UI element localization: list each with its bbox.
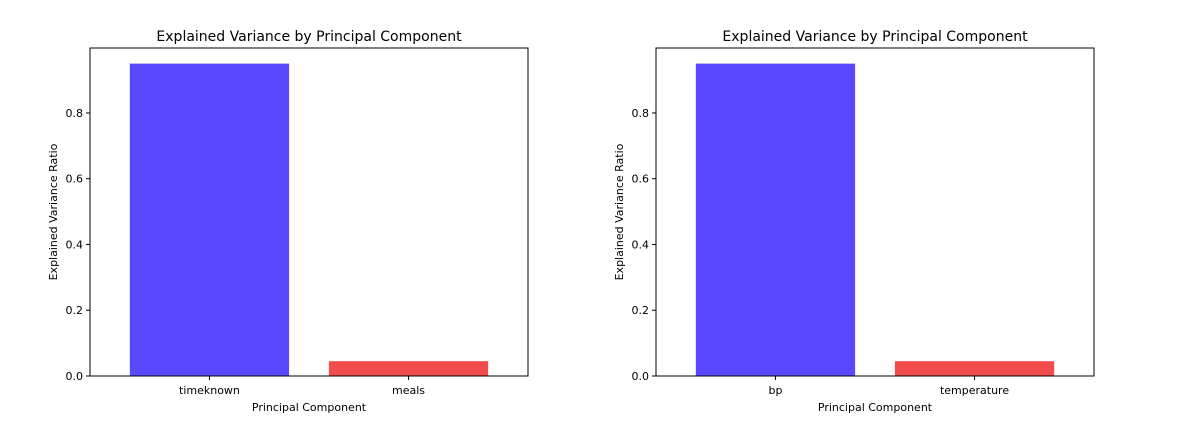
x-tick-label: bp (768, 384, 782, 397)
x-tick-label: timeknown (179, 384, 240, 397)
bar-meals (328, 361, 489, 376)
y-tick-label: 0.6 (66, 173, 84, 186)
chart-title: Explained Variance by Principal Componen… (722, 29, 1028, 45)
chart-2: 0.0 0.2 0.4 0.6 0.8 bp temperature Explained Va… (613, 29, 1095, 414)
y-tick-label: 0.2 (66, 304, 84, 317)
y-tick-label: 0.6 (632, 173, 650, 186)
y-axis-label: Explained Variance Ratio (613, 143, 626, 280)
y-tick-label: 0.8 (632, 107, 650, 120)
bar-bp (695, 63, 856, 376)
chart-title: Explained Variance by Principal Componen… (156, 29, 462, 45)
y-tick-label: 0.0 (632, 370, 650, 383)
y-tick-label: 0.4 (632, 238, 650, 251)
plot-frame (89, 47, 529, 377)
plot-frame (655, 47, 1095, 377)
chart-1: 0.0 0.2 0.4 0.6 0.8 timeknown meals Explained V… (47, 29, 529, 414)
x-axis-label: Principal Component (252, 401, 367, 414)
y-tick-label: 0.8 (66, 107, 84, 120)
bar-temperature (894, 361, 1055, 376)
y-tick-label: 0.0 (66, 370, 84, 383)
x-tick-label: meals (392, 384, 425, 397)
y-tick-label: 0.2 (632, 304, 650, 317)
y-tick-label: 0.4 (66, 238, 84, 251)
x-tick-label: temperature (940, 384, 1009, 397)
y-axis-label: Explained Variance Ratio (47, 143, 60, 280)
x-axis-label: Principal Component (818, 401, 933, 414)
bar-timeknown (129, 63, 290, 376)
